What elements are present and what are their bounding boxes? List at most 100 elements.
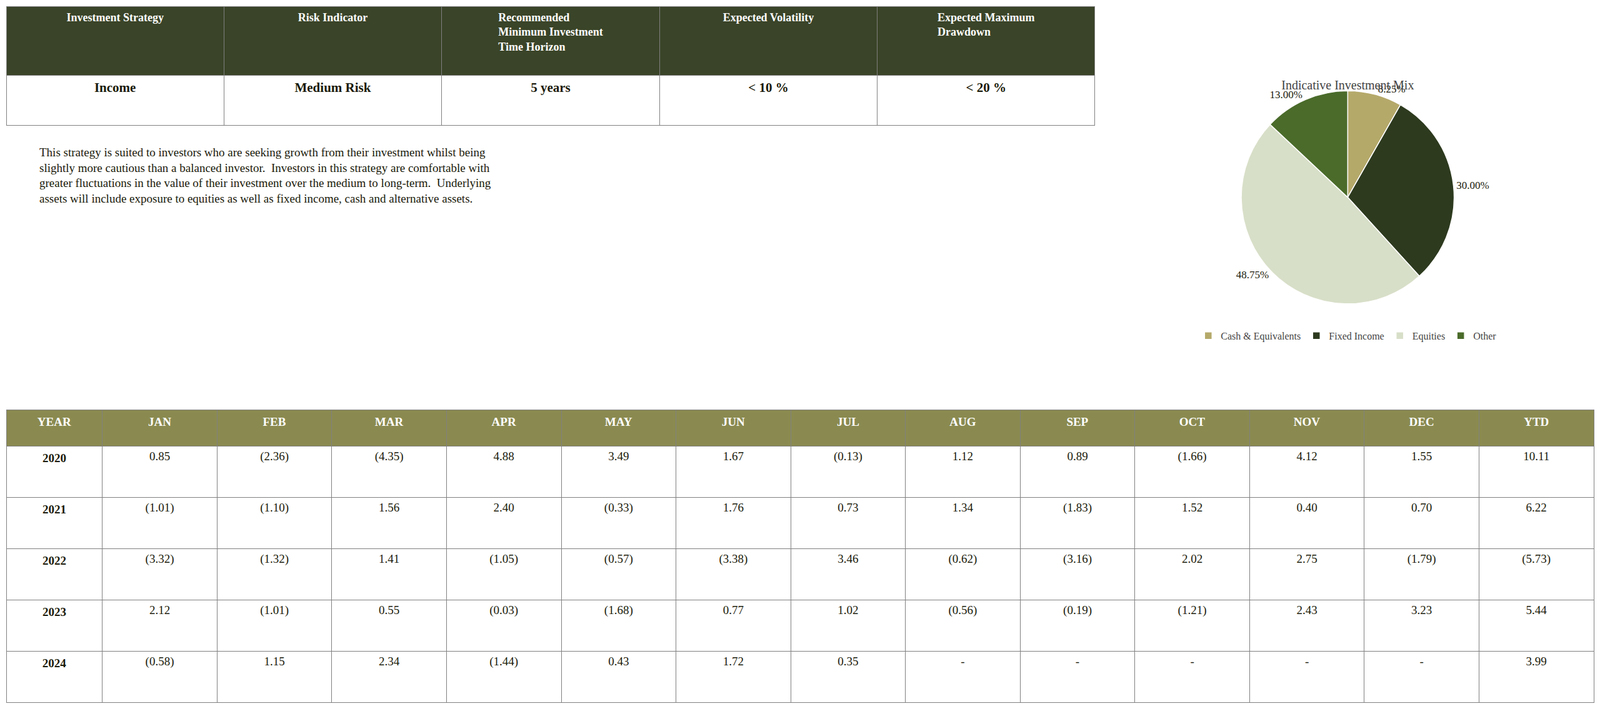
svg-text:(3.38): (3.38) — [718, 551, 748, 566]
svg-text:5 years: 5 years — [530, 80, 571, 95]
svg-text:< 20 %: < 20 % — [966, 80, 1007, 95]
svg-text:(0.33): (0.33) — [604, 500, 634, 515]
svg-text:Indicative Investment Mix: Indicative Investment Mix — [1281, 78, 1414, 92]
svg-text:1.55: 1.55 — [1411, 449, 1432, 463]
svg-text:(1.10): (1.10) — [260, 500, 289, 515]
svg-text:(5.73): (5.73) — [1521, 551, 1551, 566]
svg-text:48.75%: 48.75% — [1236, 268, 1269, 281]
svg-text:MAR: MAR — [375, 415, 404, 429]
svg-text:This strategy is suited to inv: This strategy is suited to investors who… — [39, 145, 492, 205]
svg-text:AUG: AUG — [949, 415, 976, 429]
svg-text:6.22: 6.22 — [1526, 500, 1547, 514]
svg-text:5.44: 5.44 — [1526, 603, 1548, 617]
svg-text:(1.01): (1.01) — [260, 603, 289, 617]
svg-text:MAY: MAY — [605, 415, 633, 429]
svg-text:< 10 %: < 10 % — [748, 80, 789, 95]
svg-text:1.76: 1.76 — [723, 500, 744, 514]
svg-text:-: - — [1190, 654, 1194, 668]
svg-text:30.00%: 30.00% — [1456, 179, 1489, 192]
svg-text:(0.57): (0.57) — [604, 551, 634, 566]
svg-text:(1.05): (1.05) — [489, 551, 519, 566]
svg-text:JAN: JAN — [148, 415, 172, 429]
svg-text:1.02: 1.02 — [837, 603, 859, 617]
svg-text:(1.21): (1.21) — [1178, 603, 1207, 617]
svg-text:0.70: 0.70 — [1411, 500, 1432, 514]
svg-text:Expected Volatility: Expected Volatility — [723, 11, 815, 24]
svg-text:2.12: 2.12 — [149, 603, 170, 617]
svg-text:2.02: 2.02 — [1181, 551, 1203, 565]
svg-text:3.23: 3.23 — [1411, 603, 1432, 617]
svg-text:(1.01): (1.01) — [145, 500, 175, 515]
svg-text:2020: 2020 — [42, 451, 67, 465]
svg-text:Equities: Equities — [1412, 330, 1445, 342]
svg-text:Investment Strategy: Investment Strategy — [66, 11, 164, 24]
svg-text:JUN: JUN — [721, 415, 745, 429]
svg-text:(3.16): (3.16) — [1063, 551, 1092, 566]
svg-text:SEP: SEP — [1066, 415, 1089, 429]
svg-text:-: - — [1075, 654, 1080, 668]
svg-text:1.41: 1.41 — [378, 551, 400, 565]
svg-text:0.89: 0.89 — [1066, 449, 1088, 463]
svg-text:JUL: JUL — [836, 415, 860, 429]
svg-text:4.88: 4.88 — [493, 449, 515, 463]
svg-text:(2.36): (2.36) — [260, 449, 289, 464]
svg-text:2.40: 2.40 — [493, 500, 515, 514]
svg-text:FEB: FEB — [262, 415, 286, 429]
svg-text:(0.56): (0.56) — [948, 603, 977, 617]
svg-text:(1.83): (1.83) — [1063, 500, 1092, 515]
svg-text:1.15: 1.15 — [263, 654, 285, 668]
svg-text:-: - — [1305, 654, 1309, 668]
svg-text:(1.66): (1.66) — [1178, 449, 1207, 464]
svg-text:Risk Indicator: Risk Indicator — [298, 11, 369, 24]
svg-text:(0.58): (0.58) — [145, 654, 175, 669]
svg-text:OCT: OCT — [1179, 415, 1206, 429]
svg-text:2023: 2023 — [42, 605, 67, 619]
svg-text:2.43: 2.43 — [1296, 603, 1317, 617]
svg-text:-: - — [1420, 654, 1424, 668]
svg-text:1.34: 1.34 — [952, 500, 974, 514]
svg-text:Fixed Income: Fixed Income — [1328, 330, 1384, 342]
svg-text:8.25%: 8.25% — [1378, 83, 1406, 95]
svg-text:(1.32): (1.32) — [260, 551, 289, 566]
svg-text:10.11: 10.11 — [1523, 449, 1550, 463]
svg-text:APR: APR — [491, 415, 517, 429]
svg-text:3.99: 3.99 — [1526, 654, 1547, 668]
svg-text:-: - — [960, 654, 965, 668]
svg-text:3.46: 3.46 — [837, 551, 859, 565]
svg-text:2022: 2022 — [42, 553, 67, 567]
svg-text:DEC: DEC — [1409, 415, 1435, 429]
svg-text:1.72: 1.72 — [723, 654, 744, 668]
svg-text:1.12: 1.12 — [952, 449, 974, 463]
svg-text:1.52: 1.52 — [1181, 500, 1203, 514]
svg-text:(3.32): (3.32) — [145, 551, 175, 566]
svg-text:1.67: 1.67 — [723, 449, 744, 463]
svg-text:Cash & Equivalents: Cash & Equivalents — [1220, 330, 1301, 342]
svg-text:2024: 2024 — [42, 656, 67, 670]
svg-text:0.55: 0.55 — [378, 603, 400, 617]
svg-text:(0.62): (0.62) — [948, 551, 977, 566]
svg-text:RecommendedMinimum InvestmentT: RecommendedMinimum InvestmentTime Horizo… — [498, 11, 604, 54]
svg-text:0.85: 0.85 — [149, 449, 170, 463]
svg-text:(0.19): (0.19) — [1063, 603, 1092, 617]
svg-text:(0.03): (0.03) — [489, 603, 519, 617]
svg-text:(4.35): (4.35) — [375, 449, 404, 464]
svg-text:NOV: NOV — [1293, 415, 1321, 429]
svg-text:(1.44): (1.44) — [489, 654, 519, 669]
svg-text:0.77: 0.77 — [723, 603, 744, 617]
svg-text:YTD: YTD — [1523, 415, 1549, 429]
svg-text:0.73: 0.73 — [837, 500, 859, 514]
svg-text:0.43: 0.43 — [608, 654, 629, 668]
svg-text:Expected MaximumDrawdown: Expected MaximumDrawdown — [937, 11, 1035, 39]
svg-text:Medium Risk: Medium Risk — [294, 80, 371, 95]
svg-text:1.56: 1.56 — [378, 500, 400, 514]
svg-text:(0.13): (0.13) — [833, 449, 863, 464]
svg-text:2.34: 2.34 — [378, 654, 400, 668]
svg-text:0.40: 0.40 — [1296, 500, 1317, 514]
svg-text:(1.79): (1.79) — [1407, 551, 1437, 566]
svg-text:2021: 2021 — [42, 502, 67, 516]
svg-text:0.35: 0.35 — [837, 654, 859, 668]
svg-text:4.12: 4.12 — [1296, 449, 1317, 463]
svg-text:3.49: 3.49 — [608, 449, 629, 463]
svg-text:Other: Other — [1473, 330, 1497, 342]
svg-text:Income: Income — [94, 80, 137, 95]
